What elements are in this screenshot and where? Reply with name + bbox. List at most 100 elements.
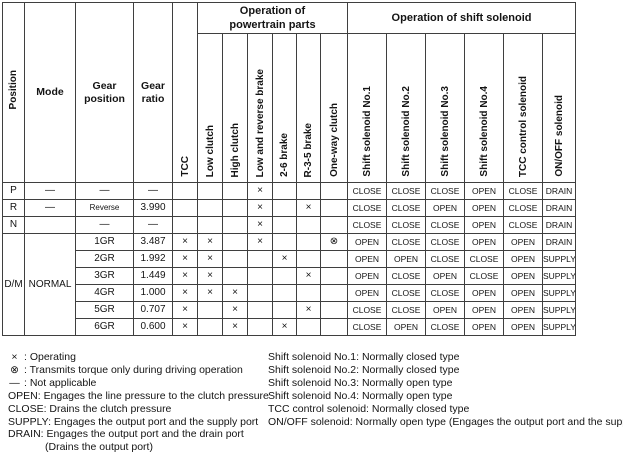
mode-column-header: Mode xyxy=(24,2,76,183)
cell-high-clutch xyxy=(222,216,248,234)
cell-high-clutch: × xyxy=(222,318,248,336)
cell-low-clutch xyxy=(197,318,223,336)
legend-line: Shift solenoid No.4: Normally open type xyxy=(268,390,623,403)
legend-line: Shift solenoid No.3: Normally open type xyxy=(268,377,623,390)
cell-gear-ratio: 3.487 xyxy=(133,233,173,251)
cell-tcc: × xyxy=(172,267,198,285)
cell-gear-position: 3GR xyxy=(75,267,134,285)
cell-shift-solenoid-no4: OPEN xyxy=(464,233,504,251)
legend-right: Shift solenoid No.1: Normally closed typ… xyxy=(268,351,623,428)
cell-one-way-clutch xyxy=(320,318,348,336)
cell-2-6-brake: × xyxy=(272,318,297,336)
cell-gear-ratio: 1.449 xyxy=(133,267,173,285)
legend-text: CLOSE: Drains the clutch pressure xyxy=(8,402,172,415)
table-row-5gr: 5GR 0.707 × × × CLOSE CLOSE OPEN OPEN OPEN SUPPLY xyxy=(3,301,577,319)
r-3-5-brake-header-label: R-3-5 brake xyxy=(303,122,314,177)
low-clutch-header-label: Low clutch xyxy=(204,124,216,177)
shift-solenoid-no2-column-header: Shift solenoid No.2 xyxy=(386,33,426,183)
cell-high-clutch: × xyxy=(222,301,248,319)
group-header-row: Position Mode Gear position Gear ratio T… xyxy=(2,2,577,183)
cell-gear-ratio: 0.600 xyxy=(133,318,173,336)
cell-2-6-brake xyxy=(272,284,297,302)
2-6-brake-header-label: 2-6 brake xyxy=(279,133,290,177)
cell-shift-solenoid-no1: CLOSE xyxy=(347,216,387,234)
cell-one-way-clutch xyxy=(320,301,348,319)
cell-one-way-clutch xyxy=(320,250,348,268)
legend-line: ON/OFF solenoid: Normally open type (Eng… xyxy=(268,416,623,429)
low-clutch-column-header: Low clutch xyxy=(197,33,223,183)
dash-symbol: — xyxy=(9,376,20,389)
cell-r-3-5-brake xyxy=(296,233,321,251)
table-row-n: N — — × CLOSE CLOSE CLOSE OPEN CLOSE DRAIN xyxy=(2,216,577,234)
one-way-clutch-header-label: One-way clutch xyxy=(328,103,340,177)
cell-high-clutch xyxy=(222,250,248,268)
cell-r-3-5-brake: × xyxy=(296,301,321,319)
cell-gear-position: — xyxy=(75,216,134,234)
cell-tcc-control-solenoid: OPEN xyxy=(503,318,543,336)
cell-one-way-clutch xyxy=(320,284,348,302)
2-6-brake-column-header: 2-6 brake xyxy=(272,33,297,183)
legend-text: : Operating xyxy=(24,351,76,363)
cell-tcc-control-solenoid: OPEN xyxy=(503,301,543,319)
cell-shift-solenoid-no4: CLOSE xyxy=(464,267,504,285)
legend-line: SUPPLY: Engages the output port and the … xyxy=(8,416,269,429)
legend-text: : Not applicable xyxy=(24,376,97,389)
cell-shift-solenoid-no3: OPEN xyxy=(425,301,465,319)
cell-low-and-reverse-brake xyxy=(247,267,273,285)
cell-tcc xyxy=(172,182,198,200)
table-row-3gr: 3GR 1.449 × × × OPEN CLOSE OPEN CLOSE OPEN SUPPLY xyxy=(3,267,577,285)
cell-shift-solenoid-no2: CLOSE xyxy=(386,267,426,285)
cell-shift-solenoid-no2: CLOSE xyxy=(386,199,426,217)
cell-shift-solenoid-no2: CLOSE xyxy=(386,216,426,234)
one-way-clutch-column-header: One-way clutch xyxy=(320,33,348,183)
cell-mode: — xyxy=(24,199,76,217)
cell-tcc-control-solenoid: OPEN xyxy=(503,284,543,302)
high-clutch-column-header: High clutch xyxy=(222,33,248,183)
r-3-5-brake-column-header: R-3-5 brake xyxy=(296,33,321,183)
shift-solenoid-no1-header-label: Shift solenoid No.1 xyxy=(361,86,373,177)
legend-left: ×: Operating ⊗: Transmits torque only dur… xyxy=(8,351,269,452)
operating-symbol: × xyxy=(11,351,18,363)
cell-low-and-reverse-brake: × xyxy=(247,216,273,234)
cell-on-off-solenoid: SUPPLY xyxy=(541,267,577,285)
cell-gear-position: 5GR xyxy=(75,301,134,319)
cell-gear-position: Reverse xyxy=(75,199,134,217)
cell-position-dm: D/M xyxy=(2,233,25,336)
cell-one-way-clutch xyxy=(320,267,348,285)
cell-shift-solenoid-no1: CLOSE xyxy=(347,199,387,217)
powertrain-group-header: Operation of powertrain parts xyxy=(197,2,348,34)
cell-low-clutch xyxy=(197,216,223,234)
cell-r-3-5-brake xyxy=(296,182,321,200)
cell-r-3-5-brake xyxy=(296,216,321,234)
cell-on-off-solenoid: SUPPLY xyxy=(541,301,577,319)
cell-shift-solenoid-no1: CLOSE xyxy=(347,301,387,319)
legend-text: DRAIN: Engages the output port and the d… xyxy=(8,428,244,441)
cell-shift-solenoid-no2: CLOSE xyxy=(386,233,426,251)
cell-2-6-brake xyxy=(272,267,297,285)
shift-solenoid-no3-column-header: Shift solenoid No.3 xyxy=(425,33,465,183)
cell-tcc-control-solenoid: CLOSE xyxy=(503,199,543,217)
cell-shift-solenoid-no1: CLOSE xyxy=(347,182,387,200)
cell-one-way-clutch xyxy=(320,216,348,234)
cell-mode xyxy=(24,216,76,234)
cell-low-clutch: × xyxy=(197,233,223,251)
cell-high-clutch xyxy=(222,267,248,285)
cell-gear-position: — xyxy=(75,182,134,200)
position-column-header: Position xyxy=(2,2,25,183)
shift-solenoid-no1-column-header: Shift solenoid No.1 xyxy=(347,33,387,183)
shift-solenoid-no2-header-label: Shift solenoid No.2 xyxy=(400,86,412,177)
cell-tcc: × xyxy=(172,250,198,268)
cell-tcc: × xyxy=(172,301,198,319)
cell-shift-solenoid-no3: CLOSE xyxy=(425,182,465,200)
table-row-4gr: 4GR 1.000 × × × OPEN CLOSE CLOSE OPEN OPEN SUPPLY xyxy=(3,284,577,302)
cell-shift-solenoid-no4: OPEN xyxy=(464,216,504,234)
high-clutch-header-label: High clutch xyxy=(229,122,241,177)
cell-r-3-5-brake xyxy=(296,250,321,268)
legend-line: (Drains the output port) xyxy=(8,441,269,452)
cell-low-clutch xyxy=(197,199,223,217)
table-row-r: R — Reverse 3.990 × × CLOSE CLOSE OPEN OPEN CLOSE D… xyxy=(2,199,577,217)
cell-position: R xyxy=(2,199,25,217)
low-and-reverse-brake-header-label: Low and reverse brake xyxy=(254,68,266,177)
gear-position-column-header: Gear position xyxy=(75,2,134,183)
cell-2-6-brake xyxy=(272,182,297,200)
